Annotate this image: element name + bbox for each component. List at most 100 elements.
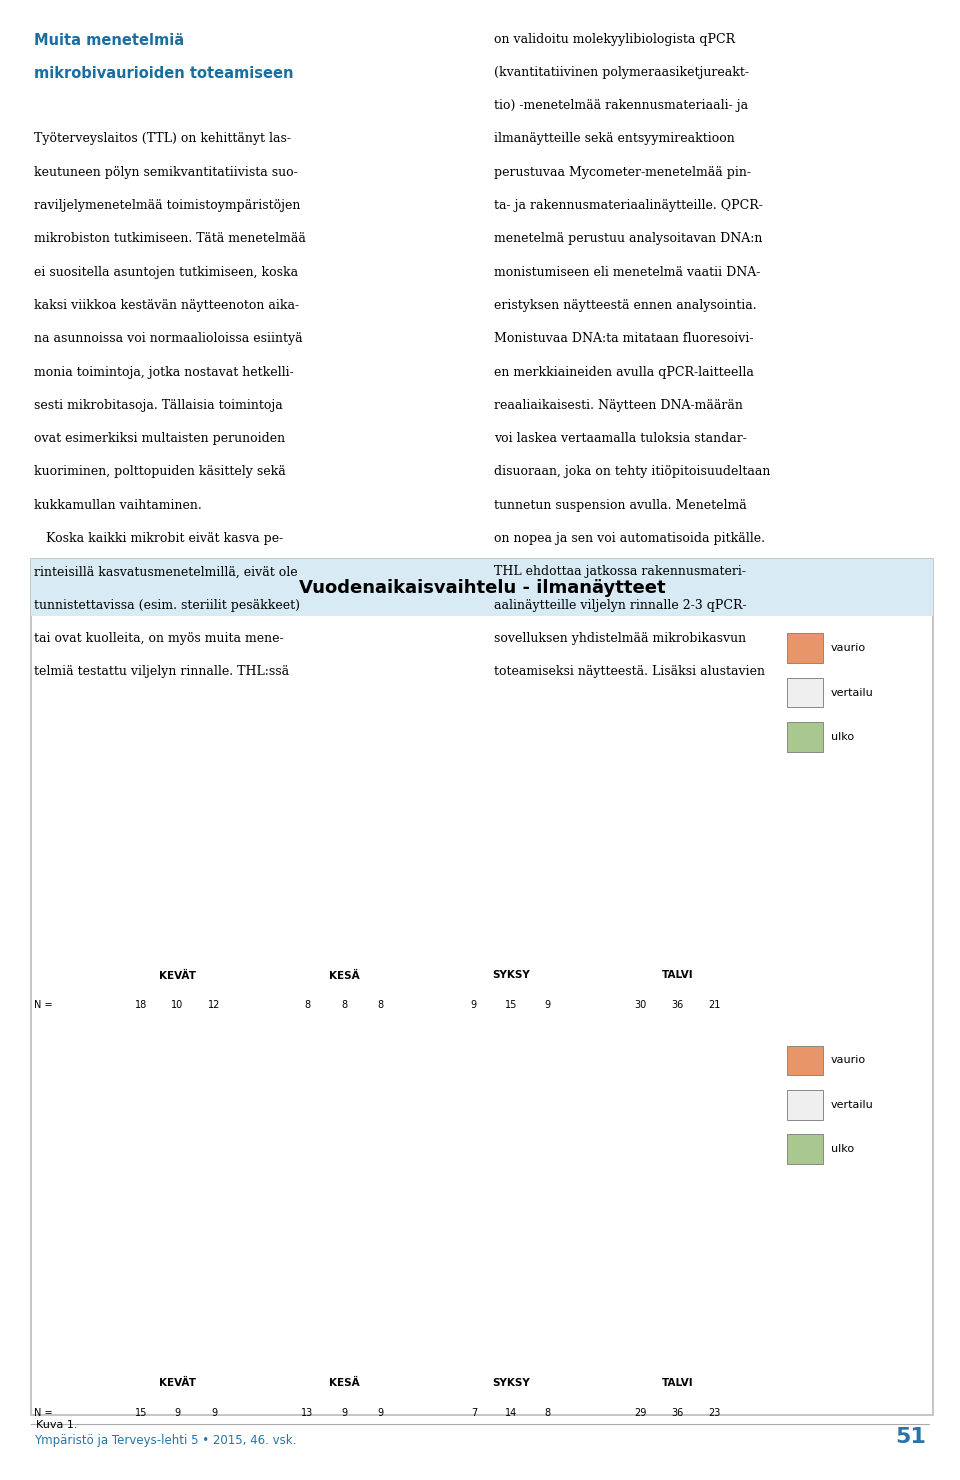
Text: 15: 15 <box>505 1000 516 1009</box>
Text: rinteisillä kasvatusmenetelmillä, eivät ole: rinteisillä kasvatusmenetelmillä, eivät … <box>34 565 298 579</box>
Bar <box>162 811 193 842</box>
Bar <box>199 786 229 811</box>
Bar <box>199 1200 229 1350</box>
Text: 8: 8 <box>304 1000 310 1009</box>
Text: kukkamullan vaihtaminen.: kukkamullan vaihtaminen. <box>34 499 202 512</box>
Text: Vuodenaikaisvaihtelu - ilmanäytteet: Vuodenaikaisvaihtelu - ilmanäytteet <box>299 579 665 596</box>
Text: sesti mikrobitasoja. Tällaisia toimintoja: sesti mikrobitasoja. Tällaisia toimintoj… <box>34 400 282 411</box>
Text: monistumiseen eli menetelmä vaatii DNA-: monistumiseen eli menetelmä vaatii DNA- <box>494 266 760 278</box>
Text: sovelluksen yhdistelmää mikrobikasvun: sovelluksen yhdistelmää mikrobikasvun <box>494 632 747 645</box>
Text: SYKSY: SYKSY <box>492 971 530 980</box>
Text: KESÄ: KESÄ <box>328 1378 359 1388</box>
Text: reaaliaikaisesti. Näytteen DNA-määrän: reaaliaikaisesti. Näytteen DNA-määrän <box>494 400 743 411</box>
Text: ovat esimerkiksi multaisten perunoiden: ovat esimerkiksi multaisten perunoiden <box>34 432 285 445</box>
Text: voi laskea vertaamalla tuloksia standar-: voi laskea vertaamalla tuloksia standar- <box>494 432 747 445</box>
Text: 8: 8 <box>378 1000 384 1009</box>
Text: SYKSY: SYKSY <box>492 1378 530 1388</box>
Text: mikrobivaurioiden toteamiseen: mikrobivaurioiden toteamiseen <box>34 65 293 81</box>
Text: 15: 15 <box>134 1407 147 1418</box>
Text: 51: 51 <box>896 1427 926 1447</box>
Bar <box>662 1191 692 1234</box>
Bar <box>625 811 656 842</box>
Bar <box>625 1122 656 1163</box>
Text: 14: 14 <box>505 1407 516 1418</box>
Text: KESÄ: KESÄ <box>328 971 359 981</box>
Text: Koska kaikki mikrobit eivät kasva pe-: Koska kaikki mikrobit eivät kasva pe- <box>34 531 283 545</box>
Text: 10: 10 <box>172 1000 183 1009</box>
Bar <box>292 761 323 780</box>
Text: ta- ja rakennusmateriaalinäytteille. QPCR-: ta- ja rakennusmateriaalinäytteille. QPC… <box>494 200 763 212</box>
Bar <box>292 1131 323 1163</box>
Bar <box>495 747 526 811</box>
Bar <box>459 792 489 802</box>
Text: KEVÄT: KEVÄT <box>159 1378 196 1388</box>
Text: 13: 13 <box>301 1407 314 1418</box>
Text: ulko: ulko <box>830 733 854 741</box>
Text: N =: N = <box>35 1407 53 1418</box>
Bar <box>662 850 692 879</box>
Text: 8: 8 <box>544 1407 550 1418</box>
Text: 9: 9 <box>378 1407 384 1418</box>
Bar <box>329 1220 359 1245</box>
Text: 12: 12 <box>208 1000 221 1009</box>
Text: Sienten kokonaispitoisuus - viljelymenetelmä: Sienten kokonaispitoisuus - viljelymenet… <box>96 629 333 639</box>
Text: eristyksen näytteestä ennen analysointia.: eristyksen näytteestä ennen analysointia… <box>494 299 757 312</box>
Text: keutuneen pölyn semikvantitatiivista suo-: keutuneen pölyn semikvantitatiivista suo… <box>34 166 298 179</box>
Text: 29: 29 <box>635 1407 647 1418</box>
Text: 9: 9 <box>175 1407 180 1418</box>
Text: monia toimintoja, jotka nostavat hetkelli-: monia toimintoja, jotka nostavat hetkell… <box>34 366 294 379</box>
Text: TALVI: TALVI <box>661 971 693 980</box>
Text: Penicillium/Aspergillus/Paecilomyces -sieniryhmän pitoisuus – qPCR -menetelmä: Penicillium/Aspergillus/Paecilomyces -si… <box>96 1042 514 1051</box>
Bar <box>366 753 396 783</box>
Text: toteamiseksi näytteestä. Lisäksi alustavien: toteamiseksi näytteestä. Lisäksi alustav… <box>494 666 765 678</box>
Text: na asunnoissa voi normaalioloissa esiintyä: na asunnoissa voi normaalioloissa esiint… <box>34 332 302 345</box>
Text: tunnistettavissa (esim. steriilit pesäkkeet): tunnistettavissa (esim. steriilit pesäkk… <box>34 598 300 611</box>
Text: 36: 36 <box>671 1000 684 1009</box>
Text: aalinäytteille viljelyn rinnalle 2-3 qPCR-: aalinäytteille viljelyn rinnalle 2-3 qPC… <box>494 598 747 611</box>
Text: on validoitu molekyylibiologista qPCR: on validoitu molekyylibiologista qPCR <box>494 33 735 46</box>
Bar <box>126 802 156 839</box>
Bar <box>532 1175 563 1200</box>
Text: tai ovat kuolleita, on myös muita mene-: tai ovat kuolleita, on myös muita mene- <box>34 632 283 645</box>
Text: 36: 36 <box>671 1407 684 1418</box>
Text: vertailu: vertailu <box>830 1100 874 1110</box>
Bar <box>126 1143 156 1180</box>
Text: Ympäristö ja Terveys-lehti 5 • 2015, 46. vsk.: Ympäristö ja Terveys-lehti 5 • 2015, 46.… <box>34 1434 296 1447</box>
Text: ulko: ulko <box>830 1144 854 1154</box>
Text: 7: 7 <box>470 1407 477 1418</box>
Text: 9: 9 <box>470 1000 477 1009</box>
Text: N =: N = <box>35 1000 53 1009</box>
Bar <box>699 1206 730 1350</box>
Text: 9: 9 <box>211 1407 217 1418</box>
Text: 9: 9 <box>544 1000 550 1009</box>
Text: perustuvaa Mycometer-menetelmää pin-: perustuvaa Mycometer-menetelmää pin- <box>494 166 752 179</box>
Text: 21: 21 <box>708 1000 720 1009</box>
Text: THL ehdottaa jatkossa rakennusmateri-: THL ehdottaa jatkossa rakennusmateri- <box>494 565 747 579</box>
Text: vaurio: vaurio <box>830 644 866 653</box>
Text: tio) -menetelmää rakennusmateriaali- ja: tio) -menetelmää rakennusmateriaali- ja <box>494 99 749 112</box>
Bar <box>459 1110 489 1160</box>
Text: Monistuvaa DNA:ta mitataan fluoresoivi-: Monistuvaa DNA:ta mitataan fluoresoivi- <box>494 332 754 345</box>
Text: 23: 23 <box>708 1407 720 1418</box>
Text: Kuva 1.: Kuva 1. <box>36 1419 77 1430</box>
Text: vaurio: vaurio <box>830 1055 866 1066</box>
Text: ilmanäytteille sekä entsyymireaktioon: ilmanäytteille sekä entsyymireaktioon <box>494 133 735 145</box>
Text: disuoraan, joka on tehty itiöpitoisuudeltaan: disuoraan, joka on tehty itiöpitoisuudel… <box>494 465 771 478</box>
Bar <box>699 839 730 866</box>
Text: raviljelymenetelmää toimistoympäristöjen: raviljelymenetelmää toimistoympäristöjen <box>34 200 300 212</box>
Text: en merkkiaineiden avulla qPCR-laitteella: en merkkiaineiden avulla qPCR-laitteella <box>494 366 755 379</box>
Text: menetelmä perustuu analysoitavan DNA:n: menetelmä perustuu analysoitavan DNA:n <box>494 232 763 246</box>
Text: 8: 8 <box>341 1000 348 1009</box>
Bar <box>495 1180 526 1220</box>
Text: on nopea ja sen voi automatisoida pitkälle.: on nopea ja sen voi automatisoida pitkäl… <box>494 531 765 545</box>
Text: 18: 18 <box>134 1000 147 1009</box>
Bar <box>162 1191 193 1220</box>
Text: mikrobiston tutkimiseen. Tätä menetelmää: mikrobiston tutkimiseen. Tätä menetelmää <box>34 232 305 246</box>
Text: kuoriminen, polttopuiden käsittely sekä: kuoriminen, polttopuiden käsittely sekä <box>34 465 285 478</box>
Text: vertailu: vertailu <box>830 688 874 697</box>
Text: 9: 9 <box>341 1407 348 1418</box>
Text: KEVÄT: KEVÄT <box>159 971 196 981</box>
Text: telmiä testattu viljelyn rinnalle. THL:ssä: telmiä testattu viljelyn rinnalle. THL:s… <box>34 666 289 678</box>
Text: ei suositella asuntojen tutkimiseen, koska: ei suositella asuntojen tutkimiseen, kos… <box>34 266 298 278</box>
Text: (kvantitatiivinen polymeraasiketjureakt-: (kvantitatiivinen polymeraasiketjureakt- <box>494 65 750 78</box>
